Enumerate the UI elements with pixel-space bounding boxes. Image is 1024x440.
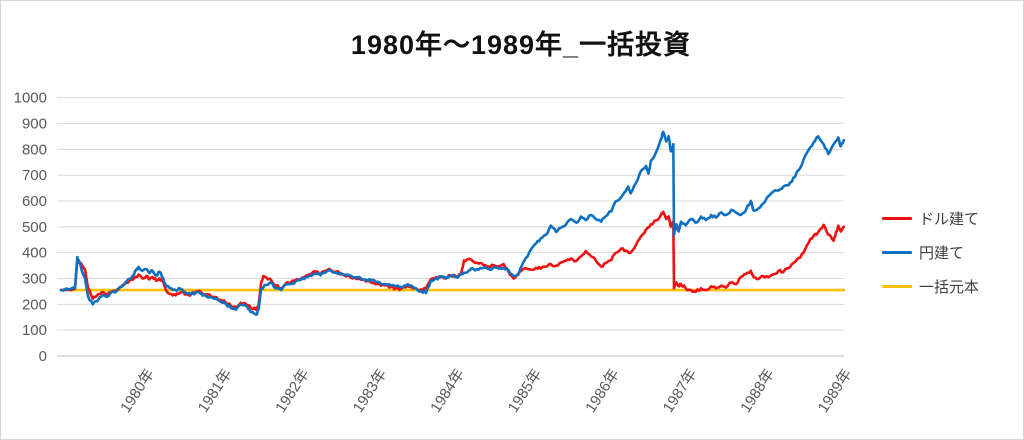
y-tick-label: 500 [22,219,47,236]
y-tick-label: 400 [22,245,47,262]
y-tick-label: 100 [22,322,47,339]
y-tick-label: 600 [22,193,47,210]
legend: ドル建て 円建て 一括元本 [882,208,1017,297]
y-tick-label: 700 [22,167,47,184]
x-tick-label: 1987年 [660,366,701,416]
x-tick-label: 1986年 [582,366,623,416]
y-tick-label: 800 [22,141,47,158]
y-tick-label: 900 [22,116,47,133]
y-tick-label: 1000 [14,90,47,107]
y-tick-label: 0 [39,348,47,365]
x-axis-labels: 1980年 1981年 1982年 1983年 1984年 1985年 1986年 1987年… [117,366,855,416]
x-tick-label: 1982年 [272,366,313,416]
principal-line-swatch [882,285,912,288]
chart-title: 1980年～1989年_一括投資 [350,30,692,60]
x-tick-label: 1984年 [427,366,468,416]
legend-item-principal[interactable]: 一括元本 [882,276,1017,297]
y-tick-label: 300 [22,271,47,288]
x-tick-label: 1985年 [505,366,546,416]
legend-label-jpy: 円建て [919,245,965,262]
gridlines [57,97,844,357]
x-tick-label: 1981年 [195,366,236,416]
jpy-line-swatch [882,251,912,254]
x-tick-label: 1988年 [737,366,778,416]
legend-label-principal: 一括元本 [919,279,980,296]
y-tick-label: 200 [22,296,47,313]
x-tick-label: 1989年 [815,366,856,416]
series-line-1[interactable] [59,130,846,316]
legend-item-usd[interactable]: ドル建て [882,208,1017,229]
usd-line-swatch [882,217,912,220]
y-axis-labels: 0 100 200 300 400 500 600 700 800 900 1000 [14,90,47,365]
legend-label-usd: ドル建て [919,211,980,228]
legend-item-jpy[interactable]: 円建て [882,242,1017,263]
x-tick-label: 1980年 [117,366,158,416]
x-tick-label: 1983年 [350,366,391,416]
